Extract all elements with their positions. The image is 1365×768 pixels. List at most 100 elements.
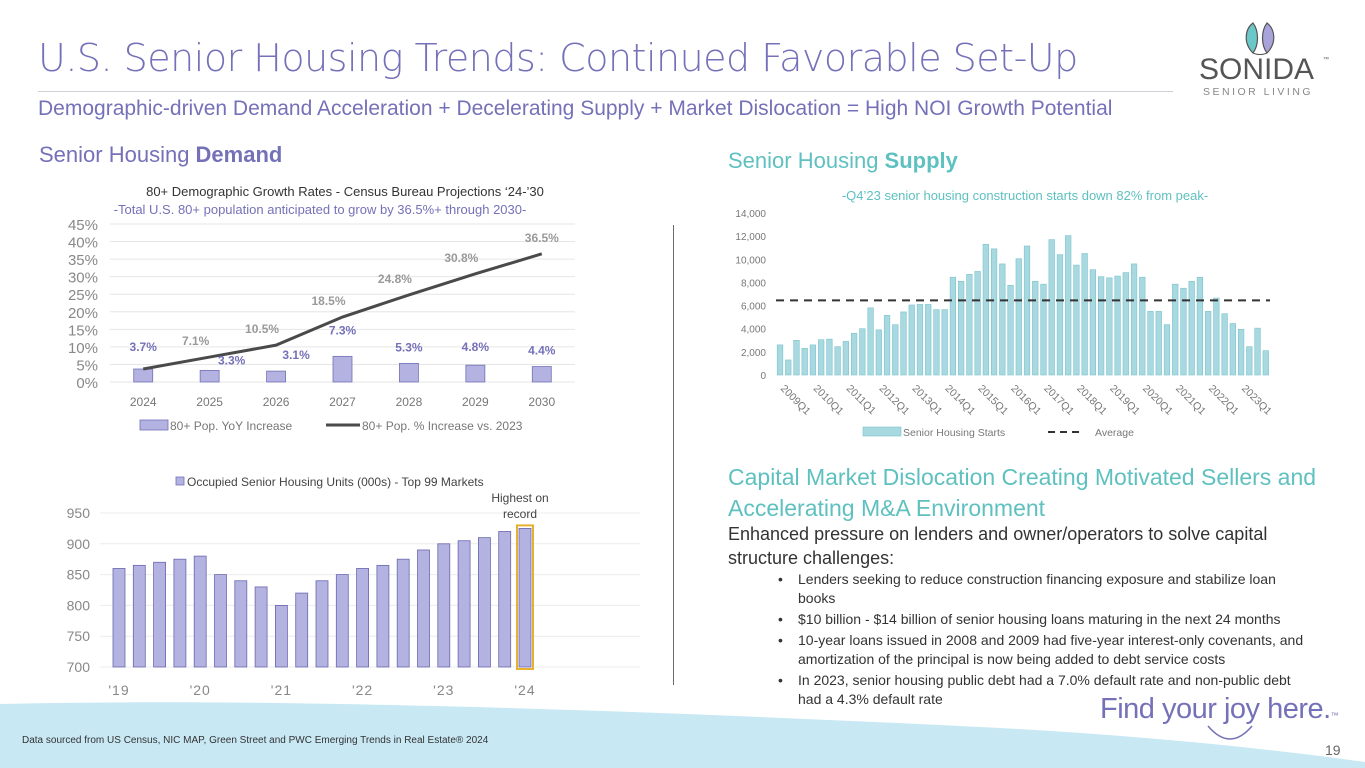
starts-bar [842, 341, 849, 376]
starts-bar [1163, 324, 1171, 376]
x-tick-label: 2010Q1 [811, 383, 846, 418]
y-tick-label: 40% [68, 235, 98, 252]
starts-bar [785, 359, 792, 376]
starts-bar [883, 315, 891, 376]
yoy-bar [399, 362, 419, 383]
x-tick-label: 2030 [528, 395, 555, 409]
x-tick-label: 2023Q1 [1239, 383, 1274, 418]
yoy-bar [531, 366, 552, 383]
page-title: U.S. Senior Housing Trends: Continued Fa… [38, 36, 1078, 80]
cumulative-data-label: 10.5% [245, 322, 279, 336]
starts-bar [892, 324, 899, 376]
y-tick-label: 950 [67, 505, 91, 521]
legend-bar-label: 80+ Pop. YoY Increase [170, 419, 293, 433]
starts-bar [1213, 297, 1220, 376]
yoy-bar [332, 355, 353, 383]
y-tick-label: 12,000 [735, 232, 766, 243]
starts-bar [958, 280, 965, 376]
starts-bar [1147, 311, 1154, 376]
y-tick-label: 0 [760, 371, 766, 382]
cumulative-data-label: 36.5% [525, 231, 559, 245]
tagline-trademark: ™ [1330, 711, 1339, 720]
x-tick-label: 2017Q1 [1041, 383, 1076, 418]
capital-bullet-list: Lenders seeking to reduce construction f… [778, 570, 1308, 711]
occupied-bar [518, 528, 532, 668]
starts-bar [1254, 327, 1261, 376]
x-tick-label: 2027 [329, 395, 356, 409]
demand-heading-text: Senior Housing [39, 142, 196, 167]
x-tick-label: '19 [108, 682, 129, 698]
starts-bar [1221, 313, 1228, 376]
yoy-data-label: 3.3% [218, 353, 246, 367]
starts-bar [1007, 285, 1014, 376]
housing-starts-chart: 0 2,000 4,000 6,000 8,000 10,000 12,000 14,000 2… [735, 209, 1274, 439]
starts-bar [1097, 276, 1105, 376]
yoy-data-label: 4.8% [462, 340, 490, 354]
starts-bar [1237, 328, 1245, 376]
starts-bar [809, 344, 817, 376]
supply-heading-bold: Supply [884, 148, 958, 173]
starts-bar [925, 304, 932, 376]
occupied-bar [234, 580, 248, 668]
x-tick-label: 2016Q1 [1008, 383, 1043, 418]
y-tick-label: 5% [76, 357, 98, 374]
starts-bar [1205, 311, 1212, 376]
starts-bar [1262, 350, 1269, 376]
starts-bar [1139, 276, 1146, 376]
x-tick-label: 2022Q1 [1206, 383, 1241, 418]
capital-heading: Capital Market Dislocation Creating Moti… [728, 464, 1317, 521]
supply-heading: Senior Housing Supply [728, 148, 958, 174]
starts-bar [974, 271, 981, 376]
starts-bar [776, 344, 784, 376]
legend-bar-swatch [862, 426, 902, 437]
starts-bar [1015, 258, 1022, 376]
x-tick-label: '23 [433, 682, 454, 698]
occupied-bar [477, 537, 491, 668]
occupied-bar [498, 531, 512, 668]
cumulative-data-label: 7.1% [182, 334, 210, 348]
yoy-data-label: 7.3% [329, 323, 357, 337]
demographic-chart-title: 80+ Demographic Growth Rates - Census Bu… [146, 184, 544, 199]
starts-bar [949, 276, 957, 376]
cumulative-data-label: 24.8% [378, 272, 412, 286]
butterfly-leaf-icon [1245, 22, 1275, 55]
x-tick-label: 2020Q1 [1140, 383, 1175, 418]
occupied-bar [112, 568, 126, 668]
vertical-divider [673, 225, 674, 685]
occupied-bar [214, 574, 227, 668]
logo-trademark: ™ [1323, 56, 1329, 63]
y-tick-label: 35% [68, 252, 98, 269]
yoy-data-label: 3.7% [130, 340, 158, 354]
starts-bar [1114, 275, 1121, 376]
y-tick-label: 850 [67, 567, 91, 583]
starts-bar [1032, 280, 1039, 376]
bullet-item: 10-year loans issued in 2008 and 2009 ha… [778, 631, 1308, 669]
occupied-bar [437, 543, 451, 668]
starts-bar [933, 309, 940, 376]
starts-bar [916, 304, 924, 376]
starts-bar [1172, 283, 1179, 376]
y-tick-label: 6,000 [741, 302, 766, 313]
annotation-label: Highest on [491, 491, 548, 505]
y-tick-label: 4,000 [741, 325, 766, 336]
brand-tagline: Find your joy here.™ [1100, 693, 1339, 726]
y-tick-label: 0% [76, 375, 98, 392]
bullet-item: Lenders seeking to reduce construction f… [778, 570, 1308, 608]
y-tick-label: 800 [67, 597, 91, 613]
legend-bar-swatch [139, 419, 169, 431]
yoy-bar [266, 370, 286, 383]
yoy-data-label: 5.3% [395, 340, 423, 354]
starts-bar [990, 248, 998, 376]
x-tick-label: 2025 [196, 395, 223, 409]
starts-bar [982, 243, 989, 376]
yoy-data-label: 3.1% [282, 348, 310, 362]
x-tick-label: 2021Q1 [1173, 383, 1208, 418]
supply-heading-text: Senior Housing [728, 148, 885, 173]
y-tick-label: 900 [67, 536, 91, 552]
y-tick-label: 8,000 [741, 278, 766, 289]
x-tick-label: 2019Q1 [1107, 383, 1142, 418]
occupied-bar [132, 564, 146, 668]
occupied-bar [274, 604, 288, 668]
starts-bar [1073, 264, 1080, 376]
y-tick-label: 750 [67, 628, 91, 644]
